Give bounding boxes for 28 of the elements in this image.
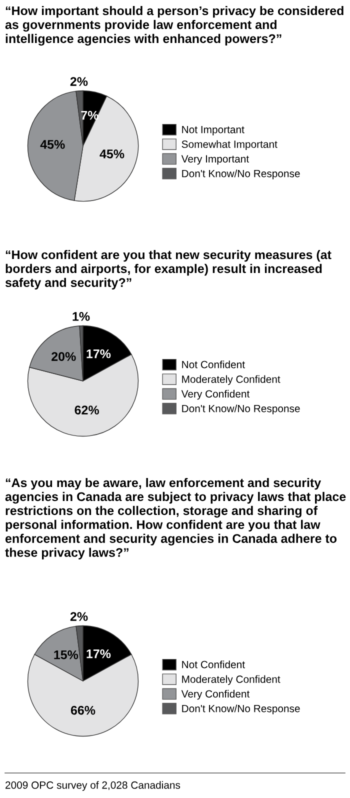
data-label: 7% (81, 110, 98, 120)
chart-title: “As you may be aware, law enforcement and security agencies in Canada are subject to privacy laws that place restrictions on the collection, storage and sharing of personal information. How confident are you that law enforcement and security agencies in Canada adhere to these privacy laws?” (5, 478, 346, 560)
data-label: 17% (86, 349, 111, 358)
data-label: 2% (70, 612, 88, 621)
legend-label: Very Confident (181, 690, 250, 700)
data-label: 20% (52, 352, 76, 361)
chart-title: “How important should a person’s privacy be considered as governments provide law enforcement and intelligence agencies with enhanced powers?” (5, 6, 344, 46)
legend-label: Not Confident (182, 360, 245, 368)
legend-label: Don't Know/No Response (182, 170, 300, 180)
legend-label: Very Confident (181, 390, 250, 400)
legend-label: Moderately Confident (182, 375, 280, 385)
legend-label: Very Important (181, 155, 249, 165)
text: 2009 OPC survey of 2,028 Canadians (6, 781, 180, 791)
data-label: 45% (40, 140, 65, 149)
data-label: 45% (100, 150, 124, 158)
legend-label: Moderately Confident (182, 675, 280, 685)
legend-label: Not Important (182, 126, 244, 136)
legend-label: Don't Know/No Response (182, 704, 300, 714)
legend-label: Somewhat Important (182, 140, 278, 150)
data-label: 62% (74, 406, 99, 414)
legend-label: Don't Know/No Response (182, 404, 300, 414)
data-label: 66% (70, 706, 96, 715)
data-label: 2% (70, 77, 88, 86)
legend-label: Not Confident (182, 660, 245, 668)
data-label: 15% (54, 650, 78, 660)
chart-title: “How confident are you that new security measures (at borders and airports, for example) result in increased safety and security?” (5, 250, 332, 290)
data-label: 17% (86, 649, 111, 658)
data-label: 1% (72, 312, 90, 321)
